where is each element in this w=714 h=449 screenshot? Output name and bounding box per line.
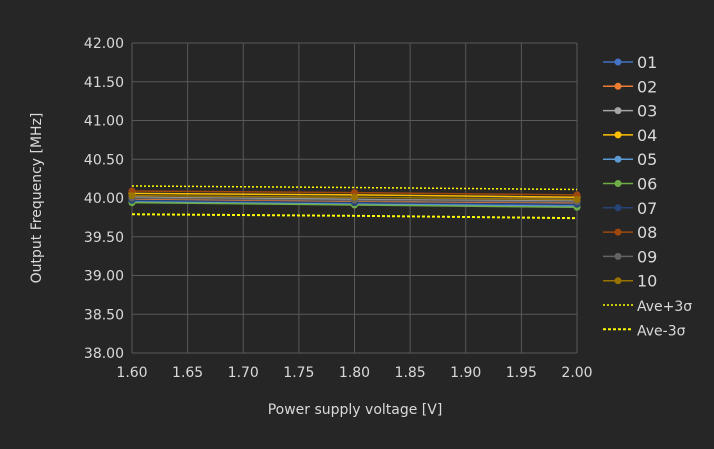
legend-label: Ave-3σ <box>637 323 686 339</box>
data-point <box>573 196 581 204</box>
y-tick-label: 40.00 <box>84 191 124 207</box>
x-tick-label: 1.70 <box>228 365 259 381</box>
legend-label: 07 <box>637 199 657 218</box>
y-tick-labels: 38.00 38.50 39.00 39.50 40.00 40.50 41.00 41.50… <box>84 36 124 362</box>
y-tick-label: 40.50 <box>84 152 124 168</box>
series-lines <box>128 185 581 220</box>
legend-marker <box>614 252 622 260</box>
legend-marker <box>614 82 622 90</box>
data-point <box>128 192 136 200</box>
legend-label: 04 <box>637 126 657 145</box>
y-tick-label: 39.00 <box>84 269 124 285</box>
y-tick-label: 38.00 <box>84 346 124 362</box>
data-point <box>351 193 358 201</box>
x-tick-label: 1.85 <box>395 365 426 381</box>
legend-marker <box>614 180 622 187</box>
x-tick-label: 1.75 <box>283 365 314 381</box>
x-tick-label: 1.65 <box>172 365 203 381</box>
x-tick-label: 1.60 <box>116 365 147 381</box>
legend-label: 08 <box>637 223 657 242</box>
legend-marker <box>614 155 622 163</box>
y-tick-label: 39.50 <box>84 230 124 246</box>
legend: 01 02 03 04 05 06 07 08 09 10 Ave+3σ Ave-3σ <box>603 53 692 339</box>
legend-label: 06 <box>637 175 657 194</box>
legend-label: 01 <box>637 53 657 72</box>
legend-marker <box>614 58 622 66</box>
series-line <box>131 213 578 220</box>
y-tick-label: 41.50 <box>84 75 124 91</box>
x-tick-label: 2.00 <box>561 365 592 381</box>
legend-label: 09 <box>637 247 657 266</box>
legend-marker <box>614 131 622 139</box>
x-tick-label: 1.90 <box>450 365 481 381</box>
x-tick-label: 1.80 <box>339 365 370 381</box>
y-tick-label: 38.50 <box>84 307 124 323</box>
legend-label: 02 <box>637 77 657 96</box>
legend-label: 03 <box>637 102 657 121</box>
x-axis-label: Power supply voltage [V] <box>268 402 443 418</box>
y-tick-label: 42.00 <box>84 36 124 52</box>
legend-label: Ave+3σ <box>637 299 692 315</box>
x-tick-label: 1.95 <box>506 365 537 381</box>
x-tick-labels: 1.60 1.65 1.70 1.75 1.80 1.85 1.90 1.95 2.00 <box>116 365 592 381</box>
legend-marker <box>614 228 622 236</box>
legend-marker <box>614 277 622 285</box>
y-axis-label: Output Frequency [MHz] <box>29 113 45 284</box>
legend-label: 10 <box>637 272 657 291</box>
y-tick-label: 41.00 <box>84 114 124 130</box>
legend-marker <box>614 204 622 212</box>
legend-label: 05 <box>637 150 657 169</box>
legend-marker <box>614 107 622 115</box>
